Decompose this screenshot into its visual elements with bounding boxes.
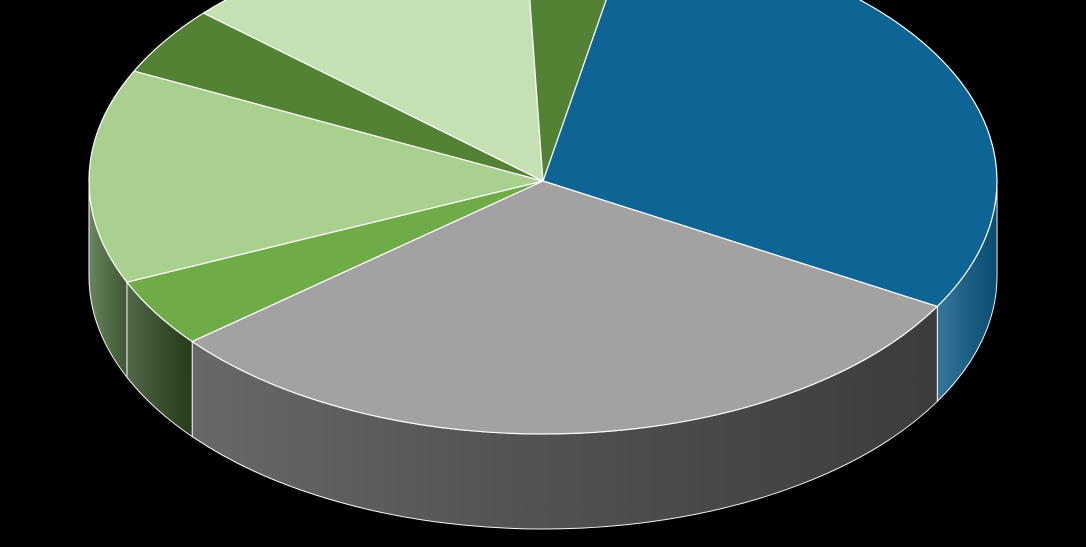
pie-slice-side-shade-3 [89, 181, 127, 378]
pie-slice-side-shade-2 [126, 282, 193, 437]
pie-slices [88, 0, 998, 435]
pie-slice-0 [542, 0, 998, 308]
pie-slice-side-shade-0 [937, 181, 997, 402]
pie-slice-side-shade-1 [192, 306, 938, 529]
pie-slice-3 [88, 70, 544, 283]
pie-side-walls [88, 180, 998, 530]
pie-slice-5 [202, 0, 544, 182]
pie-slice-6 [529, 0, 607, 182]
pie-slice-1 [191, 180, 938, 435]
